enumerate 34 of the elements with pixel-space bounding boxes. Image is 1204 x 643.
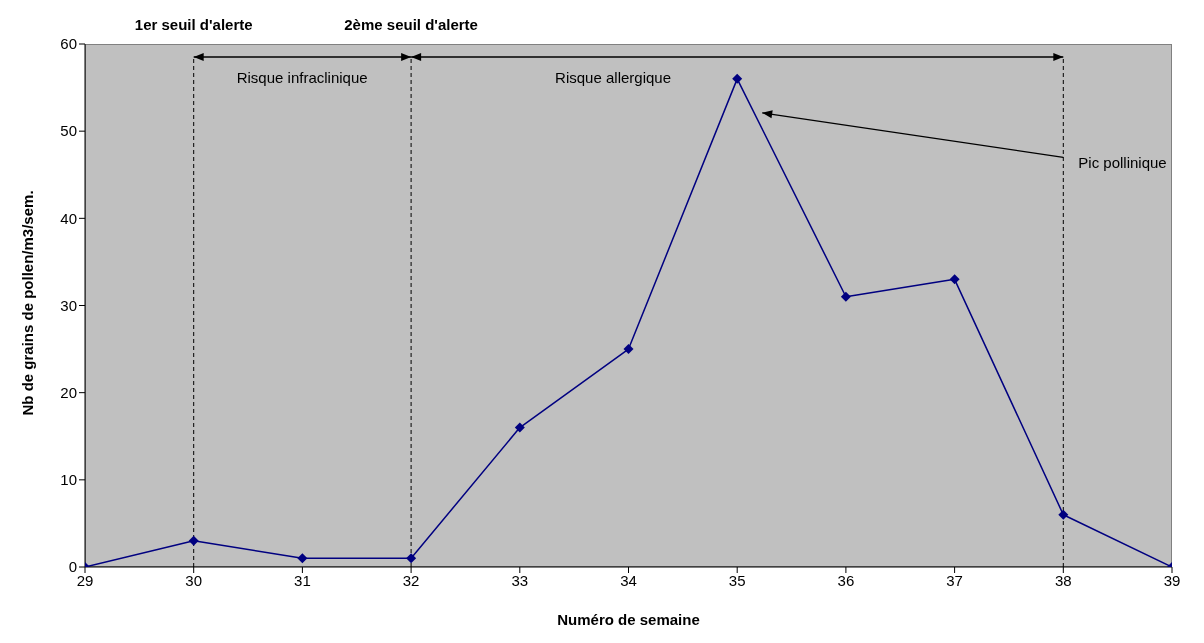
y-tick-label: 40 <box>60 209 77 227</box>
x-tick-label: 31 <box>294 571 311 589</box>
x-tick-label: 36 <box>837 571 855 589</box>
point <box>406 553 417 564</box>
ref-line-label: 2ème seuil d'alerte <box>344 16 478 33</box>
point <box>623 344 634 355</box>
ref-line-label: 1er seuil d'alerte <box>134 16 253 33</box>
y-tick-label: 60 <box>60 35 77 53</box>
x-axis-title: Numéro de semaine <box>557 611 700 628</box>
point <box>188 535 199 546</box>
x-tick-label: 39 <box>1163 571 1181 589</box>
x-tick-label: 32 <box>402 571 420 589</box>
y-tick-label: 50 <box>60 122 77 140</box>
point <box>514 422 525 433</box>
x-tick-label: 35 <box>728 571 746 589</box>
x-tick-label: 34 <box>620 571 637 589</box>
x-tick-label: 38 <box>1054 571 1072 589</box>
x-tick-label: 30 <box>185 571 203 589</box>
y-tick-label: 10 <box>60 471 77 489</box>
point <box>297 553 308 564</box>
point <box>840 291 851 302</box>
point <box>732 73 743 84</box>
x-tick-label: 33 <box>511 571 529 589</box>
point <box>1058 509 1069 520</box>
annotation: Risque infraclinique <box>236 69 368 87</box>
y-tick-label: 30 <box>60 296 77 314</box>
annotation: Risque allergique <box>555 69 672 87</box>
point <box>949 274 960 285</box>
x-tick-label: 37 <box>946 571 963 589</box>
y-tick-label: 20 <box>60 383 77 401</box>
annotation: Pic pollinique <box>1078 154 1167 172</box>
y-tick-label: 0 <box>68 558 77 576</box>
y-axis-title: Nb de grains de pollen/m3/sem. <box>19 190 37 416</box>
x-tick-label: 29 <box>76 571 94 589</box>
